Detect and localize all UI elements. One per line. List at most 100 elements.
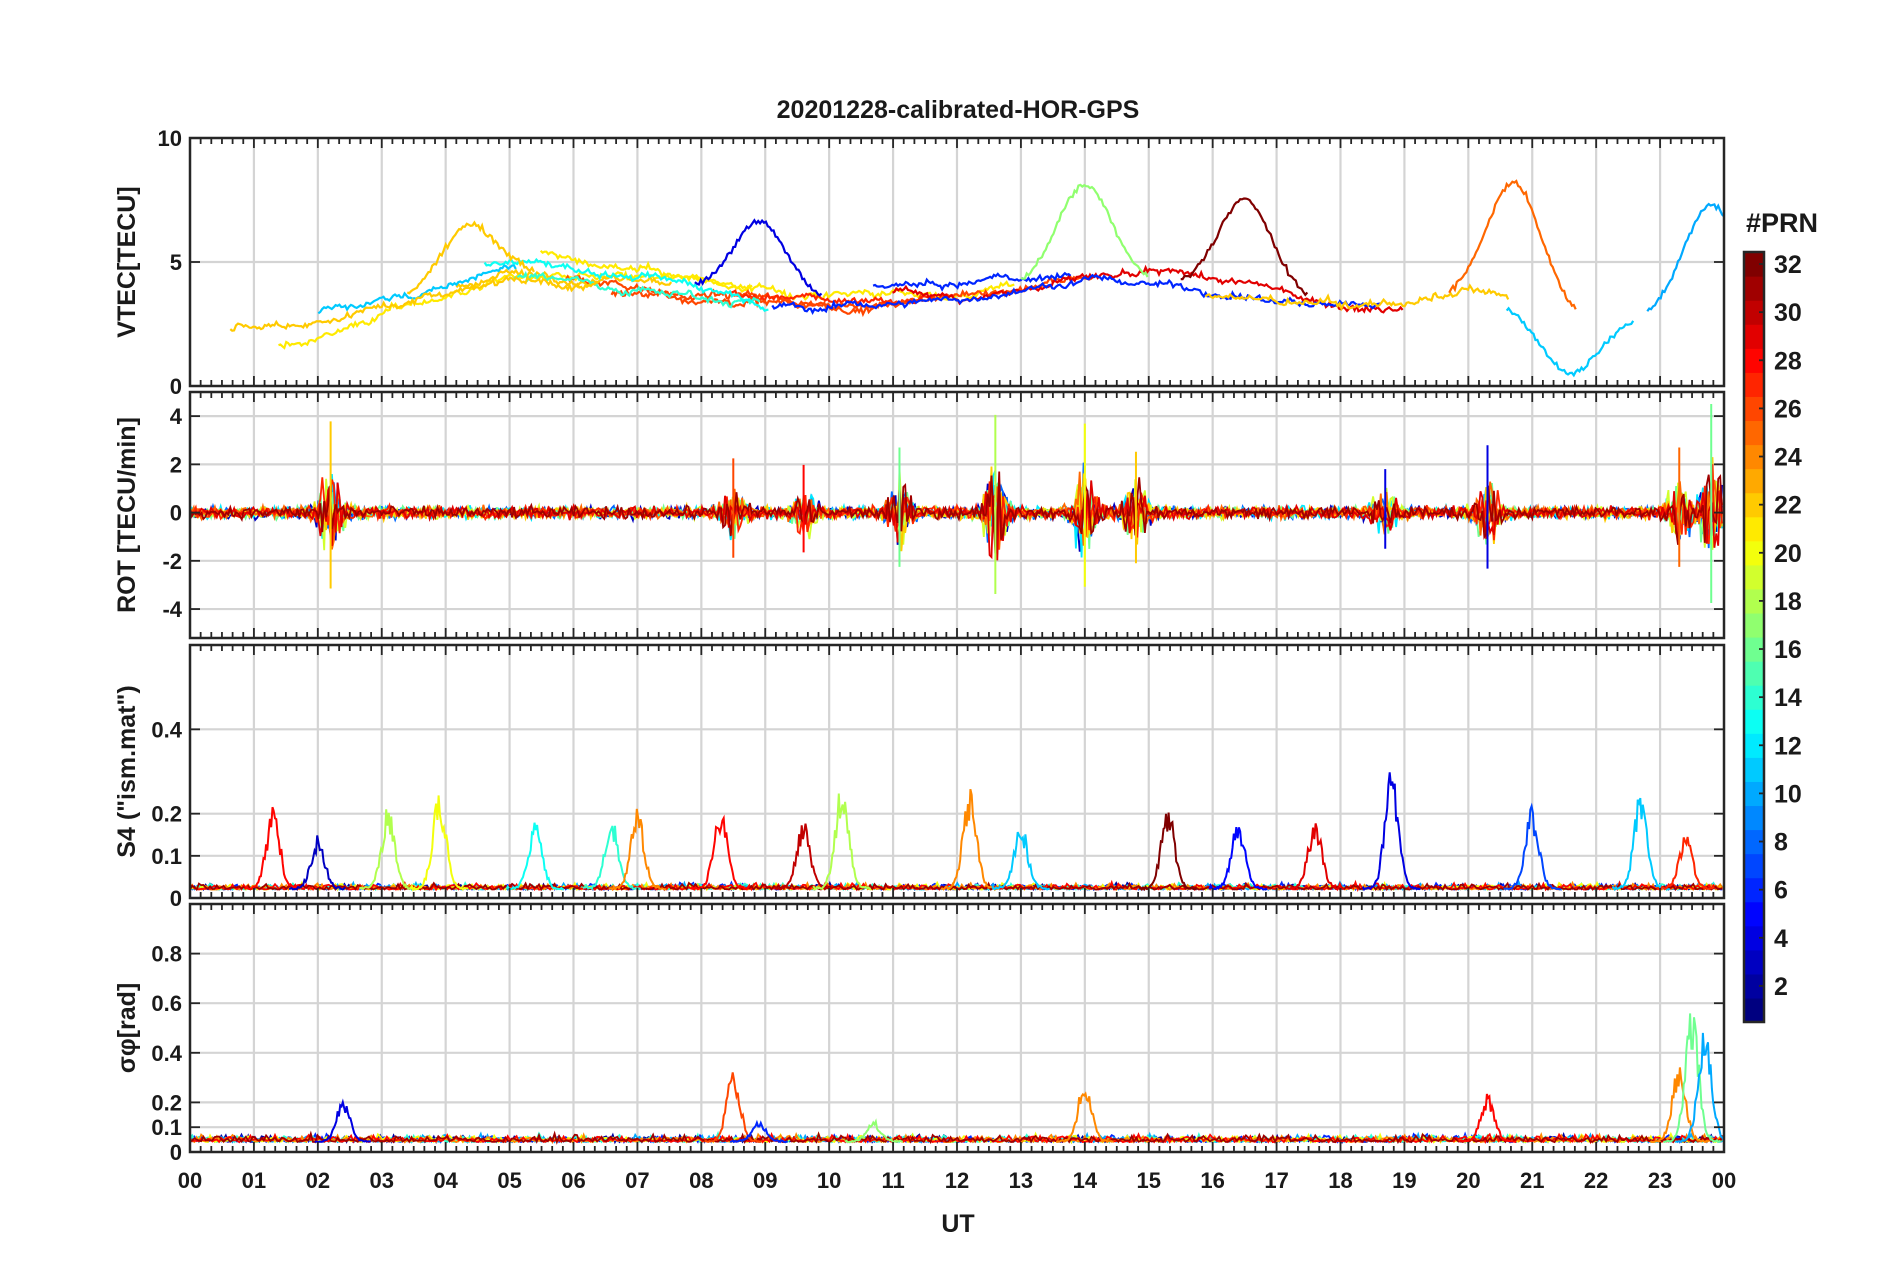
colorbar-swatch (1744, 348, 1764, 373)
series-line (483, 257, 769, 313)
series-peak (991, 831, 1050, 891)
series-peak (1138, 812, 1197, 892)
colorbar-swatch (1744, 925, 1764, 951)
series-peak (314, 1098, 372, 1143)
colorbar-tick-label: 6 (1774, 877, 1788, 905)
x-tick-label: 09 (753, 1168, 777, 1193)
colorbar-swatch (1744, 781, 1764, 807)
x-tick-label: 14 (1073, 1168, 1098, 1193)
series-peak (244, 806, 301, 891)
series-line (1204, 283, 1510, 312)
y-tick-label: 0.1 (151, 1115, 182, 1140)
colorbar-swatch (1744, 252, 1764, 277)
series-peak (1675, 1032, 1724, 1144)
panel-1: 0 5 10 VTEC[TECU] (113, 126, 1726, 399)
y-tick-label: -4 (162, 597, 182, 622)
colorbar-swatch (1744, 588, 1764, 614)
series-line (406, 220, 535, 295)
y-tick-label: 0 (170, 1140, 182, 1165)
x-tick-label: 10 (817, 1168, 841, 1193)
colorbar-swatch (1744, 540, 1764, 566)
series-line (872, 271, 1072, 292)
series-line (190, 471, 1723, 554)
colorbar-swatch (1744, 709, 1764, 734)
x-tick-label: 19 (1392, 1168, 1416, 1193)
y-tick-label: 0.2 (151, 802, 182, 827)
colorbar-swatch (1744, 612, 1764, 638)
x-ticks (189, 904, 1725, 1152)
colorbar-swatch (1744, 492, 1764, 518)
x-tick-label: 03 (370, 1168, 394, 1193)
colorbar-swatch (1744, 300, 1764, 325)
colorbar-swatch (1744, 276, 1764, 301)
x-tick-label: 20 (1456, 1168, 1480, 1193)
x-tick-label: 01 (242, 1168, 266, 1193)
series-peak (608, 808, 667, 892)
series-peak (505, 822, 564, 891)
colorbar-swatch (1744, 516, 1764, 542)
colorbar-tick-label: 28 (1774, 347, 1802, 375)
series-peak (1285, 823, 1344, 892)
series-line (1180, 197, 1309, 297)
y-tick-label: 0.8 (151, 942, 182, 967)
series-peak (1361, 772, 1421, 892)
series-peak (704, 1072, 763, 1143)
chart-title: 20201228-calibrated-HOR-GPS (777, 96, 1140, 124)
y-axis-label: VTEC[TECU] (113, 186, 141, 337)
series-peak (729, 1119, 789, 1144)
colorbar-tick-label: 26 (1774, 395, 1802, 423)
series-line (1448, 179, 1577, 310)
colorbar-swatch (1744, 372, 1764, 397)
colorbar-swatch (1744, 853, 1764, 879)
series-peak (1503, 802, 1562, 891)
colorbar-swatch (1744, 877, 1764, 903)
x-tick-label: 11 (881, 1168, 904, 1193)
x-tick-label: 12 (945, 1168, 969, 1193)
y-tick-label: 0.2 (151, 1090, 182, 1115)
colorbar-frame (1742, 250, 1766, 1024)
y-axis-label: ROT [TECU/min] (113, 417, 141, 613)
traces (190, 1013, 1724, 1145)
colorbar-swatch (1744, 637, 1764, 662)
x-tick-label: 04 (433, 1168, 458, 1193)
traces (229, 179, 1724, 378)
colorbar-tick-label: 8 (1774, 829, 1788, 857)
x-tick-label: 00 (1712, 1168, 1736, 1193)
x-tick-label: 22 (1584, 1168, 1608, 1193)
colorbar-swatch (1744, 997, 1764, 1023)
colorbar-label: #PRN (1746, 208, 1818, 238)
series-peak (844, 1118, 904, 1144)
y-tick-label: 0 (170, 886, 182, 911)
colorbar-swatch (1744, 805, 1764, 831)
series-line (1646, 202, 1724, 312)
x-tick-label: 05 (497, 1168, 521, 1193)
x-tick-label: 16 (1200, 1168, 1224, 1193)
colorbar-tick-label: 12 (1774, 732, 1802, 760)
x-tick-label: 15 (1137, 1168, 1161, 1193)
colorbar-tick-label: 18 (1774, 588, 1802, 616)
series-peak (1663, 1013, 1722, 1144)
series-line (513, 270, 761, 309)
colorbar-swatch (1744, 733, 1764, 758)
y-tick-label: 0.4 (151, 717, 182, 742)
colorbar-swatch (1744, 564, 1764, 590)
x-tick-label: 07 (625, 1168, 649, 1193)
series-line (455, 268, 673, 290)
series-line (229, 275, 599, 332)
colorbar-tick-label: 20 (1774, 540, 1802, 568)
colorbar-swatch (1744, 949, 1764, 975)
colorbar-swatch (1744, 444, 1764, 470)
colorbar-tick-label: 16 (1774, 636, 1802, 664)
colorbar-tick-label: 24 (1774, 444, 1802, 472)
series-peak (288, 835, 346, 891)
colorbar-tick-label: 22 (1774, 492, 1802, 520)
y-tick-label: 0 (170, 374, 182, 399)
colorbar-swatch (1744, 973, 1764, 999)
x-tick-label: 17 (1264, 1168, 1288, 1193)
panel-4: 00.10.2 0.4 0.6 0.8 σφ[rad] 00 01 02 03 04 05 06 07 0… (113, 902, 1736, 1193)
y-tick-label: 0.4 (151, 1041, 182, 1066)
x-tick-label: 08 (689, 1168, 713, 1193)
grid (190, 645, 1724, 898)
colorbar-swatch (1744, 757, 1764, 782)
